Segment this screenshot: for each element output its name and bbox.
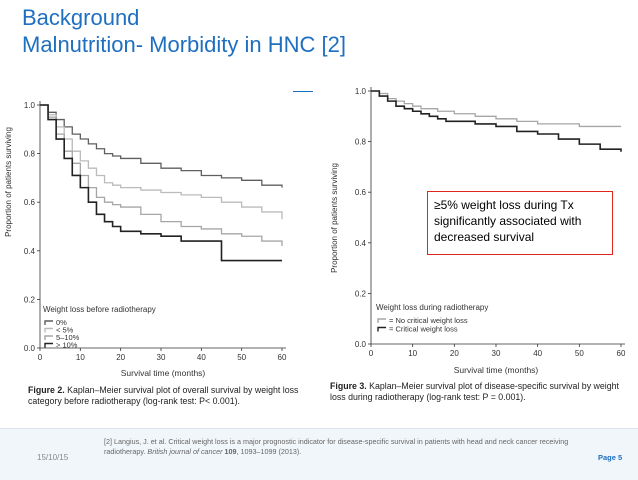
footer-date: 15/10/15 <box>37 453 69 462</box>
chart1-legend-title: Weight loss before radiotherapy <box>43 305 156 314</box>
c2-x-tick-label: 10 <box>408 349 417 358</box>
c1-x-tick-label: 40 <box>197 353 206 362</box>
c2-x-tick-label: 50 <box>575 349 584 358</box>
c2-legend-label: = No critical weight loss <box>389 316 468 325</box>
c1-legend-label: 5–10% <box>56 333 80 342</box>
chart1-caption: Figure 2. Kaplan–Meier survival plot of … <box>28 385 313 407</box>
c2-y-tick-label: 0.6 <box>355 188 367 197</box>
c1-legend-swatch <box>44 342 53 348</box>
chart2-ylabel: Proportion of patients surviving <box>330 163 339 273</box>
c1-x-tick-label: 30 <box>157 353 166 362</box>
callout-box: ≥5% weight loss during Tx significantly … <box>427 191 613 255</box>
c1-legend-label: > 10% <box>56 341 78 350</box>
slide-title-line2: Malnutrition- Morbidity in HNC [2] <box>22 32 346 57</box>
c1-series-line-1 <box>40 104 283 220</box>
chart2-legend-title: Weight loss during radiotherapy <box>376 303 488 312</box>
c2-x-tick-label: 40 <box>533 349 542 358</box>
c1-legend-label: 0% <box>56 318 67 327</box>
chart2-caption: Figure 3. Kaplan–Meier survival plot of … <box>330 381 620 403</box>
chart1-caption-text: Kaplan–Meier survival plot of overall su… <box>28 385 299 406</box>
c1-y-tick-label: 0.0 <box>24 344 36 353</box>
chart1-ylabel: Proportion of patients surviving <box>4 127 13 237</box>
c1-y-tick-label: 0.6 <box>24 198 36 207</box>
c2-y-tick-label: 0.4 <box>355 239 367 248</box>
footer-ref-text: [2] Langius, J. et al. Critical weight l… <box>104 437 569 456</box>
c1-x-tick-label: 50 <box>237 353 246 362</box>
chart1-caption-label: Figure 2. <box>28 385 65 395</box>
c1-legend-swatch <box>44 320 53 325</box>
c2-series-line-0 <box>371 90 621 128</box>
c1-x-tick-label: 0 <box>38 353 43 362</box>
c2-legend-label: = Critical weight loss <box>389 325 458 334</box>
chart2-caption-label: Figure 3. <box>330 381 367 391</box>
c2-x-tick-label: 20 <box>450 349 459 358</box>
c1-y-tick-label: 1.0 <box>24 101 36 110</box>
footer-ref-volume: 109 <box>224 447 237 456</box>
c1-legend-swatch <box>44 335 53 340</box>
c2-x-tick-label: 0 <box>369 349 374 358</box>
c1-x-tick-label: 60 <box>278 353 287 362</box>
footer-page-number: Page 5 <box>598 453 623 462</box>
c2-x-tick-label: 30 <box>492 349 501 358</box>
c1-y-tick-label: 0.2 <box>24 295 36 304</box>
chart1-xlabel: Survival time (months) <box>121 368 206 378</box>
footer-ref-journal: British journal of cancer <box>147 447 223 456</box>
footer-ref-tail: , 1093–1099 (2013). <box>236 447 302 456</box>
c2-legend-swatch <box>377 318 386 323</box>
c2-x-tick-label: 60 <box>617 349 626 358</box>
slide-title-line1: Background <box>22 5 140 30</box>
c2-y-tick-label: 0.2 <box>355 289 367 298</box>
c2-series-line-1 <box>371 90 622 152</box>
c1-legend-label: < 5% <box>56 326 74 335</box>
c2-y-tick-label: 0.8 <box>355 138 367 147</box>
chart-disease-specific-survival: 0 10 20 30 40 50 60 0.0 0.2 0.4 0.6 0.8 1.0 Proporti… <box>330 87 626 375</box>
chart2-xlabel: Survival time (months) <box>454 365 539 375</box>
decorative-rule <box>293 91 313 92</box>
c1-legend-swatch <box>44 327 53 333</box>
chart2-caption-text: Kaplan–Meier survival plot of disease-sp… <box>330 381 619 402</box>
c2-y-tick-label: 0.0 <box>355 340 367 349</box>
c1-y-tick-label: 0.8 <box>24 150 36 159</box>
c1-x-tick-label: 10 <box>76 353 85 362</box>
c1-y-tick-label: 0.4 <box>24 247 36 256</box>
chart-overall-survival: 0 10 20 30 40 50 60 0.0 0.2 0.4 0.6 0.8 1.0 Proporti… <box>4 101 287 378</box>
footer-reference: [2] Langius, J. et al. Critical weight l… <box>104 437 574 457</box>
c2-y-tick-label: 1.0 <box>355 87 367 96</box>
footer-band <box>0 428 638 480</box>
c2-legend-swatch <box>377 326 386 332</box>
c1-series-line-3 <box>40 104 282 262</box>
c1-x-tick-label: 20 <box>116 353 125 362</box>
